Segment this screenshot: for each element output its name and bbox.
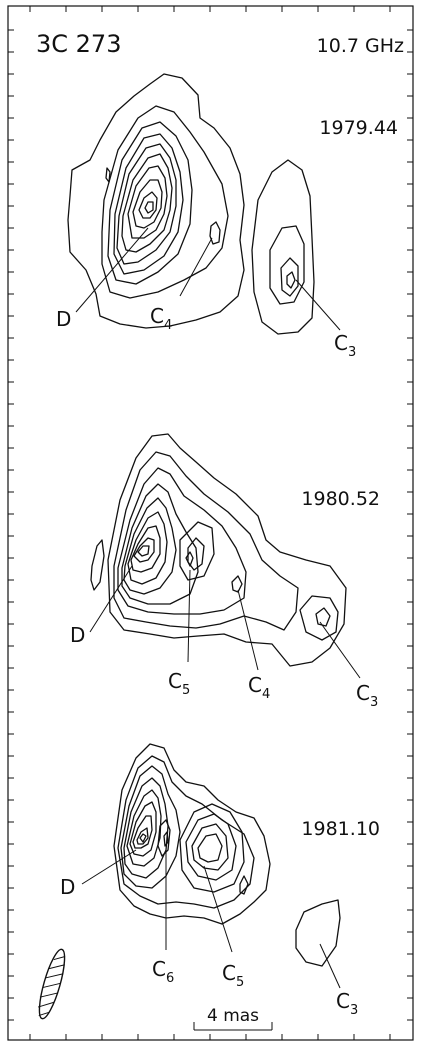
epoch-date-1979: 1979.44 [319,117,398,139]
contours-1980-main [90,433,347,667]
leader-C4-1980 [237,589,259,671]
leader-C4-1979 [179,237,213,297]
panel-1979: 1979.44 D C4 C3 [56,73,398,360]
epoch-date-1980: 1980.52 [301,488,380,510]
panel-1981: 1981.10 [37,743,380,1020]
label-C4-1979: C4 [150,304,172,333]
leader-C5-1981 [203,865,233,953]
source-name: 3C 273 [36,30,121,58]
epoch-date-1981: 1981.10 [301,818,380,840]
contours-1979-c3 [251,159,315,335]
label-C3-1979: C3 [334,331,356,360]
frame-ticks [8,6,413,1040]
frequency-label: 10.7 GHz [317,35,404,57]
panel-1980: 1980.52 D C5 C4 C3 [70,433,380,710]
leader-D-1981 [81,849,137,885]
leader-C3-1979 [295,279,341,331]
label-D-1980: D [70,623,85,647]
beam-ellipse [37,948,66,1020]
label-C3-1981: C3 [336,989,358,1018]
contours-1981-main [113,743,341,967]
leader-C3-1981 [319,943,341,989]
scale-bar-label: 4 mas [207,1006,259,1026]
label-C4-1980: C4 [248,673,270,702]
label-D-1981: D [60,875,75,899]
contours-1979-main [67,73,245,329]
label-C3-1980: C3 [356,681,378,710]
leader-C5-1980 [187,569,191,663]
leader-D-1979 [75,227,149,313]
label-C5-1981: C5 [222,961,244,990]
label-C6-1981: C6 [152,957,174,986]
leader-D-1980 [89,565,133,633]
leader-C3-1980 [319,621,361,679]
label-D-1979: D [56,307,71,331]
label-C5-1980: C5 [168,669,190,698]
scale-bar: 4 mas [193,1006,273,1031]
